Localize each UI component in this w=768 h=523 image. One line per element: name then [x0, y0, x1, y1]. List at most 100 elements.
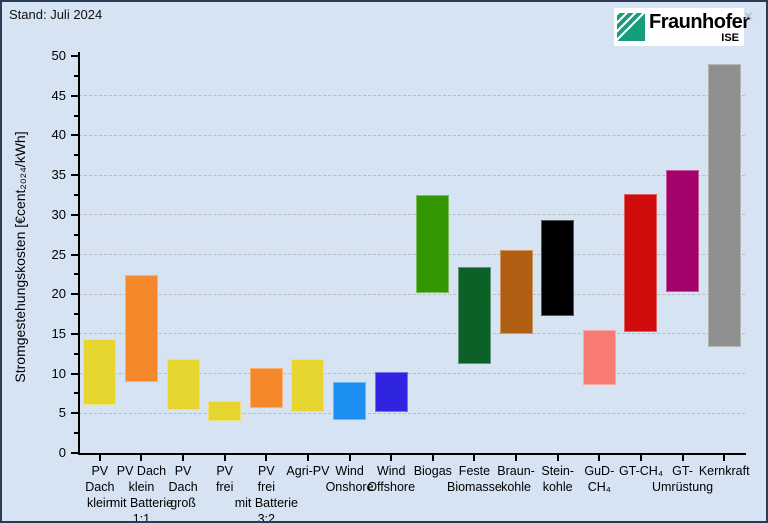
gridline-10 [79, 373, 745, 375]
x-tick-pv-frei-mit-batterie-3-2 [265, 455, 268, 461]
x-tick-pv-dach-klein [98, 455, 101, 461]
x-label-gud-ch: GuD- CH₄ [584, 463, 614, 495]
x-label-line: Offshore [367, 480, 416, 494]
y-minor-tick-2.5 [74, 432, 79, 435]
y-major-tick-45 [71, 94, 79, 97]
x-tick-wind-onshore [348, 455, 351, 461]
x-label-line: GT-CH₄ [618, 464, 663, 478]
y-major-tick-35 [71, 174, 79, 177]
y-minor-tick-32.5 [74, 193, 79, 196]
x-label-line: Biogas [413, 464, 452, 478]
bar-wind-offshore [374, 372, 408, 412]
x-label-line: frei [257, 480, 275, 494]
y-tick-label-40: 40 [51, 127, 66, 143]
x-tick-steinkohle [556, 455, 559, 461]
y-major-tick-0 [71, 452, 79, 454]
gridline-25 [79, 254, 745, 255]
x-label-gt-ch: GT-CH₄ [619, 463, 663, 479]
x-tick-biogas [431, 455, 434, 461]
x-label-wind-offshore: Wind Offshore [367, 463, 415, 495]
y-minor-tick-42.5 [74, 114, 79, 117]
x-tick-agri-pv [306, 455, 309, 461]
x-tick-feste-biomasse [473, 455, 476, 461]
x-label-wind-onshore: Wind Onshore [326, 463, 374, 495]
x-label-line: Wind [376, 464, 406, 478]
bar-agri-pv [291, 358, 325, 413]
gridline-40 [79, 134, 745, 136]
y-tick-label-35: 35 [51, 167, 66, 183]
x-label-line: Umrüstung [651, 480, 714, 494]
x-tick-pv-dach-klein-mit-batterie-1-1 [140, 455, 143, 461]
x-label-line: groß [170, 496, 196, 510]
bar-steinkohle [541, 220, 575, 316]
x-tick-kernkraft [723, 455, 726, 461]
y-major-tick-10 [71, 372, 79, 375]
x-label-line: Biomasse [446, 480, 502, 494]
gridline-15 [79, 333, 745, 335]
x-tick-pv-dach-gro [182, 455, 185, 461]
x-label-pv-dach-gro: PV Dach groß [168, 463, 197, 511]
x-label-line: PV Dach [116, 464, 167, 478]
x-label-line: 3:2 [257, 512, 275, 523]
y-major-tick-15 [71, 332, 79, 335]
x-label-line: PV [257, 464, 275, 478]
x-label-agri-pv: Agri-PV [286, 463, 329, 479]
x-label-line: Agri-PV [286, 464, 330, 478]
x-label-line: kohle [542, 480, 573, 494]
close-icon[interactable]: × [744, 8, 753, 25]
x-label-line: PV [91, 464, 109, 478]
x-label-line: Wind [335, 464, 364, 478]
y-tick-label-0: 0 [58, 445, 66, 460]
gridline-35 [79, 174, 745, 176]
x-label-line: GT- [672, 464, 693, 478]
y-major-tick-30 [71, 213, 79, 216]
x-label-pv-dach-klein-mit-batterie-1-1: PV Dach klein mit Batterie 1:1 [109, 463, 174, 521]
x-label-line: Kernkraft [698, 464, 750, 478]
bar-pv-frei-mit-batterie-3-2 [249, 368, 283, 408]
x-label-pv-frei: PV frei [216, 463, 233, 495]
fraunhofer-logo: Fraunhofer ISE [614, 8, 750, 46]
x-axis-line [78, 453, 746, 455]
x-label-line: mit Batterie [109, 496, 174, 510]
x-tick-wind-offshore [390, 455, 393, 461]
y-minor-tick-27.5 [74, 233, 79, 236]
bar-pv-dach-gro [166, 358, 200, 411]
y-tick-label-10: 10 [51, 365, 66, 381]
x-tick-gt-ch [639, 455, 642, 461]
x-tick-gud-ch [598, 455, 601, 461]
y-tick-label-50: 50 [51, 48, 66, 63]
x-label-line: kohle [501, 480, 531, 494]
bar-wind-onshore [333, 382, 367, 420]
y-tick-label-15: 15 [51, 325, 66, 341]
y-tick-label-30: 30 [51, 206, 66, 222]
bar-pv-frei [208, 400, 242, 422]
x-tick-gt-umr-stung [681, 455, 684, 461]
y-minor-tick-12.5 [74, 352, 79, 355]
y-major-tick-50 [71, 55, 79, 57]
bar-gt-umr-stung [666, 169, 700, 292]
y-minor-tick-22.5 [74, 273, 79, 276]
y-minor-tick-47.5 [74, 74, 79, 77]
x-label-biogas: Biogas [414, 463, 452, 479]
gridline-30 [79, 214, 745, 216]
bar-braunkohle [499, 249, 533, 334]
x-label-braunkohle: Braun-kohle [497, 463, 535, 495]
y-axis-title: Stromgestehungskosten [€cent₂₀₂₄/kWh] [12, 131, 28, 383]
gridline-45 [79, 95, 745, 97]
gridline-20 [79, 293, 745, 295]
y-tick-label-45: 45 [51, 87, 66, 103]
x-label-line: Dach [168, 480, 198, 494]
x-label-line: GuD- [584, 464, 615, 478]
gridline-5 [79, 412, 745, 414]
x-label-line: mit Batterie [234, 496, 298, 510]
logo-brand-label: Fraunhofer [649, 11, 750, 33]
x-label-line: Braun- [497, 464, 535, 478]
y-tick-label-25: 25 [51, 246, 66, 262]
bar-pv-dach-klein-mit-batterie-1-1 [124, 275, 158, 383]
fraunhofer-logo-text: Fraunhofer ISE [645, 8, 750, 46]
bar-pv-dach-klein [83, 338, 117, 406]
x-label-line: PV [174, 464, 192, 478]
fraunhofer-logo-icon [617, 13, 645, 41]
bar-feste-biomasse [457, 267, 491, 365]
